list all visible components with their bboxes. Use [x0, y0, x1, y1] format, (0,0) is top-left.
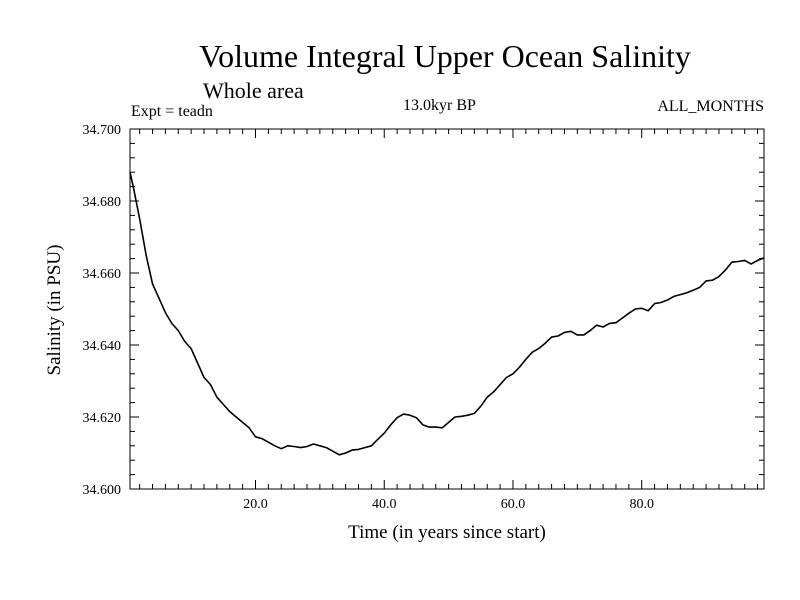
y-tick-label: 34.700 [83, 123, 122, 138]
x-tick-label: 60.0 [501, 497, 526, 512]
experiment-label: Expt = teadn [131, 103, 213, 120]
months-label: ALL_MONTHS [657, 98, 764, 115]
x-tick-label: 20.0 [243, 497, 268, 512]
y-tick-label: 34.600 [83, 483, 122, 498]
x-axis-label: Time (in years since start) [348, 522, 546, 543]
y-tick-label: 34.680 [83, 195, 122, 210]
chart-title: Volume Integral Upper Ocean Salinity [199, 38, 691, 74]
x-tick-label: 40.0 [372, 497, 397, 512]
plot-frame [129, 128, 765, 490]
y-axis-label: Salinity (in PSU) [44, 245, 65, 376]
y-tick-label: 34.640 [83, 339, 122, 354]
y-tick-label: 34.660 [83, 267, 122, 282]
salinity-series-line [129, 172, 765, 456]
period-label: 13.0kyr BP [403, 97, 476, 114]
x-tick-label: 80.0 [629, 497, 654, 512]
y-tick-label: 34.620 [83, 411, 122, 426]
ticks-layer: 20.0 40.0 60.0 80.0 34.600 34.620 34.640 34.660… [83, 123, 764, 512]
chart-subtitle: Whole area [203, 78, 304, 103]
